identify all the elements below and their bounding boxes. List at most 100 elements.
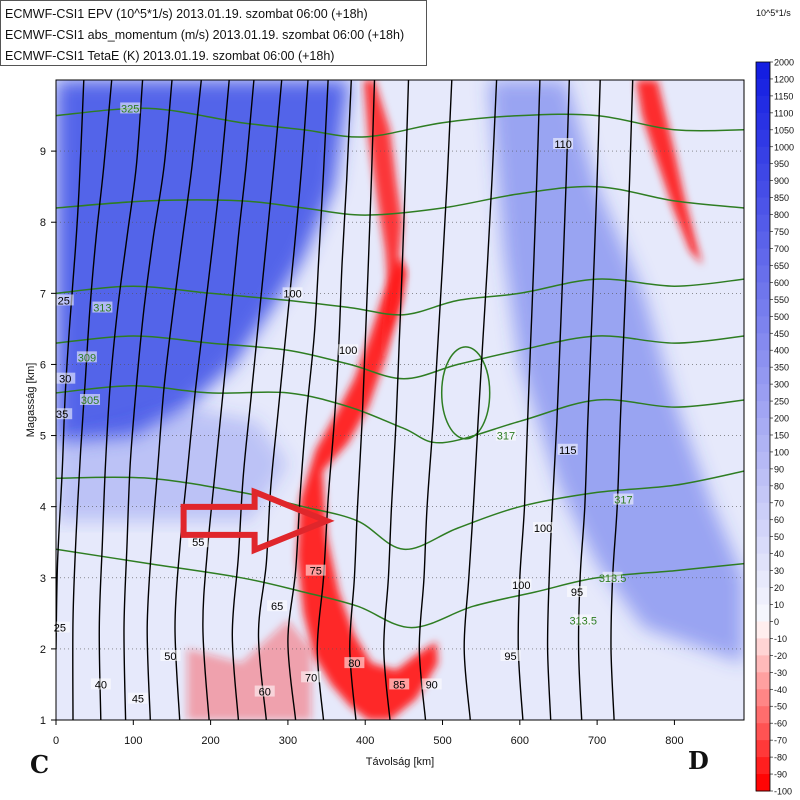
highlight-arrow — [180, 487, 335, 555]
momentum-contour-line — [202, 80, 255, 720]
colorbar-label: -10 — [774, 634, 787, 644]
colorbar-label: 1100 — [774, 108, 793, 118]
x-tick-label: 400 — [356, 735, 374, 747]
contour-label-bg — [557, 443, 578, 455]
x-tick-label: 0 — [53, 735, 59, 747]
colorbar-label: -60 — [774, 719, 787, 729]
contour-label-bg — [495, 429, 516, 441]
colorbar-label: 40 — [774, 549, 784, 559]
colorbar-label: -30 — [774, 668, 787, 678]
x-axis-label: Távolság [km] — [366, 756, 434, 768]
contour-label-bg — [344, 657, 365, 669]
x-tick-label: 800 — [665, 735, 683, 747]
momentum-contour-label: 110 — [554, 139, 572, 151]
colorbar-swatch — [756, 468, 770, 487]
contour-label-bg — [511, 578, 532, 590]
contour-label-bg — [55, 372, 76, 384]
colorbar-label: 1000 — [774, 142, 794, 152]
colorbar-label: 750 — [774, 227, 789, 237]
colorbar-label: -90 — [774, 770, 787, 780]
colorbar-label: 20 — [774, 583, 784, 593]
corner-label-left: C — [30, 750, 50, 779]
contour-label-bg — [567, 586, 588, 597]
momentum-contour-label: 100 — [283, 288, 301, 300]
highlight-arrow-shape — [180, 487, 335, 555]
momentum-contour-line — [610, 80, 634, 720]
title-line-2: ECMWF-CSI1 abs_momentum (m/s) 2013.01.19… — [5, 28, 405, 42]
colorbar-label: 1050 — [774, 125, 794, 135]
contour-label-bg — [267, 600, 288, 612]
contour-label-bg — [127, 692, 148, 704]
momentum-contour-line — [72, 80, 113, 720]
colorbar-swatch — [756, 451, 770, 470]
contour-label-bg — [188, 536, 209, 548]
colorbar-label: 0 — [774, 617, 779, 627]
epv-shading — [56, 80, 744, 720]
y-tick-label: 5 — [40, 431, 46, 443]
colorbar-swatch — [756, 367, 770, 385]
colorbar-swatch — [756, 95, 770, 114]
colorbar-swatch — [756, 672, 770, 690]
colorbar-label: 1200 — [774, 74, 794, 84]
y-tick-label: 4 — [40, 502, 46, 514]
momentum-contour-label: 30 — [59, 374, 71, 386]
colorbar-swatch — [756, 282, 770, 300]
colorbar-label: 80 — [774, 481, 784, 491]
thetae-contour-label: 309 — [78, 352, 96, 364]
contour-label-bg — [254, 685, 275, 697]
colorbar-swatch — [756, 112, 770, 131]
colorbar-label: 700 — [774, 244, 789, 254]
epv-region-negative — [297, 257, 438, 720]
thetae-contour-label: 317 — [614, 495, 632, 507]
momentum-contour-label: 100 — [512, 580, 530, 592]
plot-frame — [55, 79, 745, 721]
colorbar-swatch — [756, 502, 770, 521]
contour-label-bg — [282, 287, 303, 299]
axes: 0 100 200 300 400 500 600 700 800123456789Távols… — [25, 146, 684, 768]
momentum-contour-line — [316, 80, 352, 720]
colorbar-swatch — [756, 587, 770, 606]
x-tick-label: 500 — [433, 735, 451, 747]
epv-region-positive — [56, 80, 350, 443]
colorbar-label: 30 — [774, 566, 784, 576]
colorbar-label: 500 — [774, 312, 789, 322]
title-line-1: ECMWF-CSI1 EPV (10^5*1/s) 2013.01.19. sz… — [5, 7, 368, 21]
colorbar-swatch — [756, 146, 770, 165]
colorbar-label: 250 — [774, 397, 789, 407]
momentum-contour-line — [546, 80, 570, 720]
colorbar-label: -100 — [774, 787, 792, 797]
colorbar-swatch — [756, 519, 770, 538]
momentum-contour-label: 65 — [271, 601, 283, 613]
momentum-contour-label: 95 — [571, 587, 583, 599]
contour-label-bg — [160, 650, 181, 661]
momentum-contour-label: 50 — [164, 651, 176, 663]
contour-label-bg — [305, 564, 326, 576]
momentum-contour-label: 60 — [259, 687, 271, 699]
colorbar-label: 850 — [774, 193, 789, 203]
momentum-contour-label: 90 — [426, 679, 438, 691]
colorbar-swatch — [756, 774, 770, 792]
colorbar-swatch — [756, 434, 770, 453]
momentum-contour-line — [146, 80, 202, 720]
y-tick-label: 9 — [40, 146, 46, 158]
colorbar-swatch — [756, 638, 770, 656]
momentum-contour-line — [174, 80, 230, 720]
contour-label-bg — [421, 678, 442, 690]
thetae-contour-label: 317 — [497, 431, 515, 443]
thetae-contour-label: 325 — [121, 103, 139, 115]
colorbar-label: 300 — [774, 380, 789, 390]
contour-label-bg — [80, 394, 101, 405]
colorbar-swatch — [756, 316, 770, 334]
contour-label-bg — [53, 294, 74, 306]
thetae-contour-label: 313.5 — [599, 573, 627, 585]
momentum-contour-label: 95 — [504, 651, 516, 663]
colorbar-label: 450 — [774, 329, 789, 339]
contour-label-bg — [389, 678, 410, 690]
colorbar-label: 600 — [774, 278, 789, 288]
momentum-contours — [56, 80, 634, 720]
contour-label-bg — [49, 621, 70, 633]
thetae-closed-contour — [440, 346, 491, 440]
colorbar-swatch — [756, 197, 770, 216]
colorbar-swatch — [756, 553, 770, 572]
thetae-contour-line — [56, 335, 744, 380]
